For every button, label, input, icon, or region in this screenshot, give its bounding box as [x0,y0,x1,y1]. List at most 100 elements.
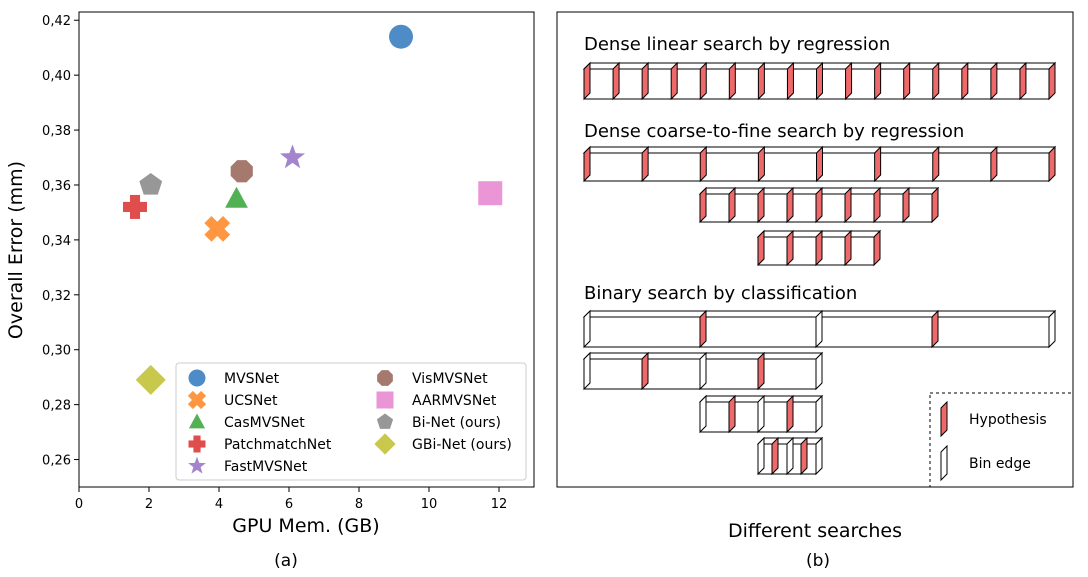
y-axis-ticks: 0,26 0,28 0,30 0,32 0,34 0,36 0,38 0,40 0,42 [42,14,79,469]
panel-b-caption: (b) [806,551,830,571]
hypothesis-slice [612,61,620,101]
hypothesis-slice [728,61,736,101]
x-tick-label: 4 [215,497,223,512]
scatter-chart: 0 2 4 6 8 10 12 0,260,280,300,320,340,360,380,… [5,11,535,571]
point-gbi-net-ours [135,364,166,395]
hypothesis-slice [873,186,881,224]
bin-edge-slice [699,394,707,434]
diagram-x-label: Different searches [728,520,902,542]
hypothesis-slice [874,61,882,101]
x-tick-label: 6 [285,497,293,512]
hypothesis-slice [786,61,794,101]
hypothesis-slice [816,61,823,101]
hypothesis-slice [932,61,940,101]
hypothesis-slice [815,229,823,267]
panel-a-caption: (a) [274,551,298,571]
hypothesis-slice [786,229,794,267]
y-tick-label: 0,36 [42,179,71,194]
chart-legend: MVSNet UCSNet CasMVSNet PatchmatchNet FastMV… [175,362,527,481]
hypothesis-swatch-icon [940,400,948,438]
hypothesis-slice [757,145,765,183]
y-tick-label: 0,38 [42,124,71,139]
legend-label-casmvsnet: CasMVSNet [224,415,305,431]
hypothesis-slice [670,61,678,101]
hypothesis-slice [728,186,736,224]
point-casmvsnet [225,186,248,208]
hypothesis-slice [903,61,911,101]
hypothesis-slice [845,61,853,101]
diagram-frame [556,11,1074,488]
x-tick-label: 8 [355,497,363,512]
x-tick-label: 10 [421,497,438,512]
legend-label-gbi-net-ours: GBi-Net (ours) [412,437,512,453]
x-tick-label: 2 [145,497,153,512]
bin-edge-slice [757,436,765,476]
legend-marker-fastmvsnet [188,456,206,474]
bin-edge-slice [583,309,591,349]
y-tick-label: 0,34 [42,234,71,249]
legend-label-fastmvsnet: FastMVSNet [224,459,308,475]
legend-marker-ucsnet [187,390,207,410]
hypothesis-slice [800,436,808,476]
hypothesis-slice [815,186,823,224]
hypothesis-slice [786,394,794,434]
hypothesis-slice [844,186,852,224]
hypothesis-slice [699,61,707,101]
point-fastmvsnet [279,144,306,169]
legend-marker-aarmvsnet [376,391,394,409]
bin-edge-slice [815,309,823,349]
hypothesis-slice [932,145,940,183]
search-diagram: Dense linear search by regression Dense … [556,11,1074,571]
x-axis-label: GPU Mem. (GB) [232,515,379,537]
hypothesis-slice [961,61,969,101]
legend-box [175,362,527,481]
legend-bin-edge-label: Bin edge [969,456,1031,472]
hypothesis-slice [757,229,765,267]
y-tick-label: 0,42 [42,14,71,29]
y-tick-label: 0,26 [42,454,71,469]
bin-edge-slice [757,394,765,434]
section-title-binary-search: Binary search by classification [584,283,857,304]
hypothesis-slice [641,61,649,101]
hypothesis-slice [757,61,765,101]
hypothesis-slice [699,145,707,183]
y-tick-label: 0,40 [42,69,71,84]
legend-marker-bi-net-ours [376,413,394,429]
legend-label-aarmvsnet: AARMVSNet [412,393,497,409]
x-tick-label: 0 [75,497,83,512]
bin-edge-slice [699,351,707,391]
point-aarmvsnet [478,181,503,206]
hypothesis-slice [641,145,649,183]
hypothesis-slice [699,309,707,349]
y-tick-label: 0,30 [42,344,71,359]
section-title-coarse-to-fine: Dense coarse-to-fine search by regressio… [584,121,964,142]
hypothesis-slice [757,351,765,391]
legend-label-patchmatchnet: PatchmatchNet [224,437,332,453]
data-points [123,24,503,395]
hypothesis-slice [786,186,794,224]
hypothesis-slice [583,61,591,101]
hypothesis-slice [699,186,707,224]
diagram-legend-border [929,392,1073,487]
hypothesis-slice [990,61,998,101]
legend-label-mvsnet: MVSNet [224,371,280,387]
legend-hypothesis-label: Hypothesis [969,412,1047,428]
hypothesis-slice [757,186,765,224]
bin-edge-swatch-icon [940,444,948,482]
bin-edge-slice [786,436,794,476]
hypothesis-slice [771,436,779,476]
point-vismvsnet [230,160,253,183]
legend-marker-vismvsnet [377,370,393,386]
hypothesis-slice [844,229,852,267]
hypothesis-slice [728,394,736,434]
y-tick-label: 0,28 [42,399,71,414]
hypothesis-slice [990,145,998,183]
hypothesis-slice [641,351,649,391]
hypothesis-slice [583,145,591,183]
legend-marker-mvsnet [188,369,206,387]
point-bi-net-ours [139,172,163,195]
bin-edge-slice [583,351,591,391]
plot-area-frame [78,11,535,488]
point-patchmatchnet [123,194,147,219]
